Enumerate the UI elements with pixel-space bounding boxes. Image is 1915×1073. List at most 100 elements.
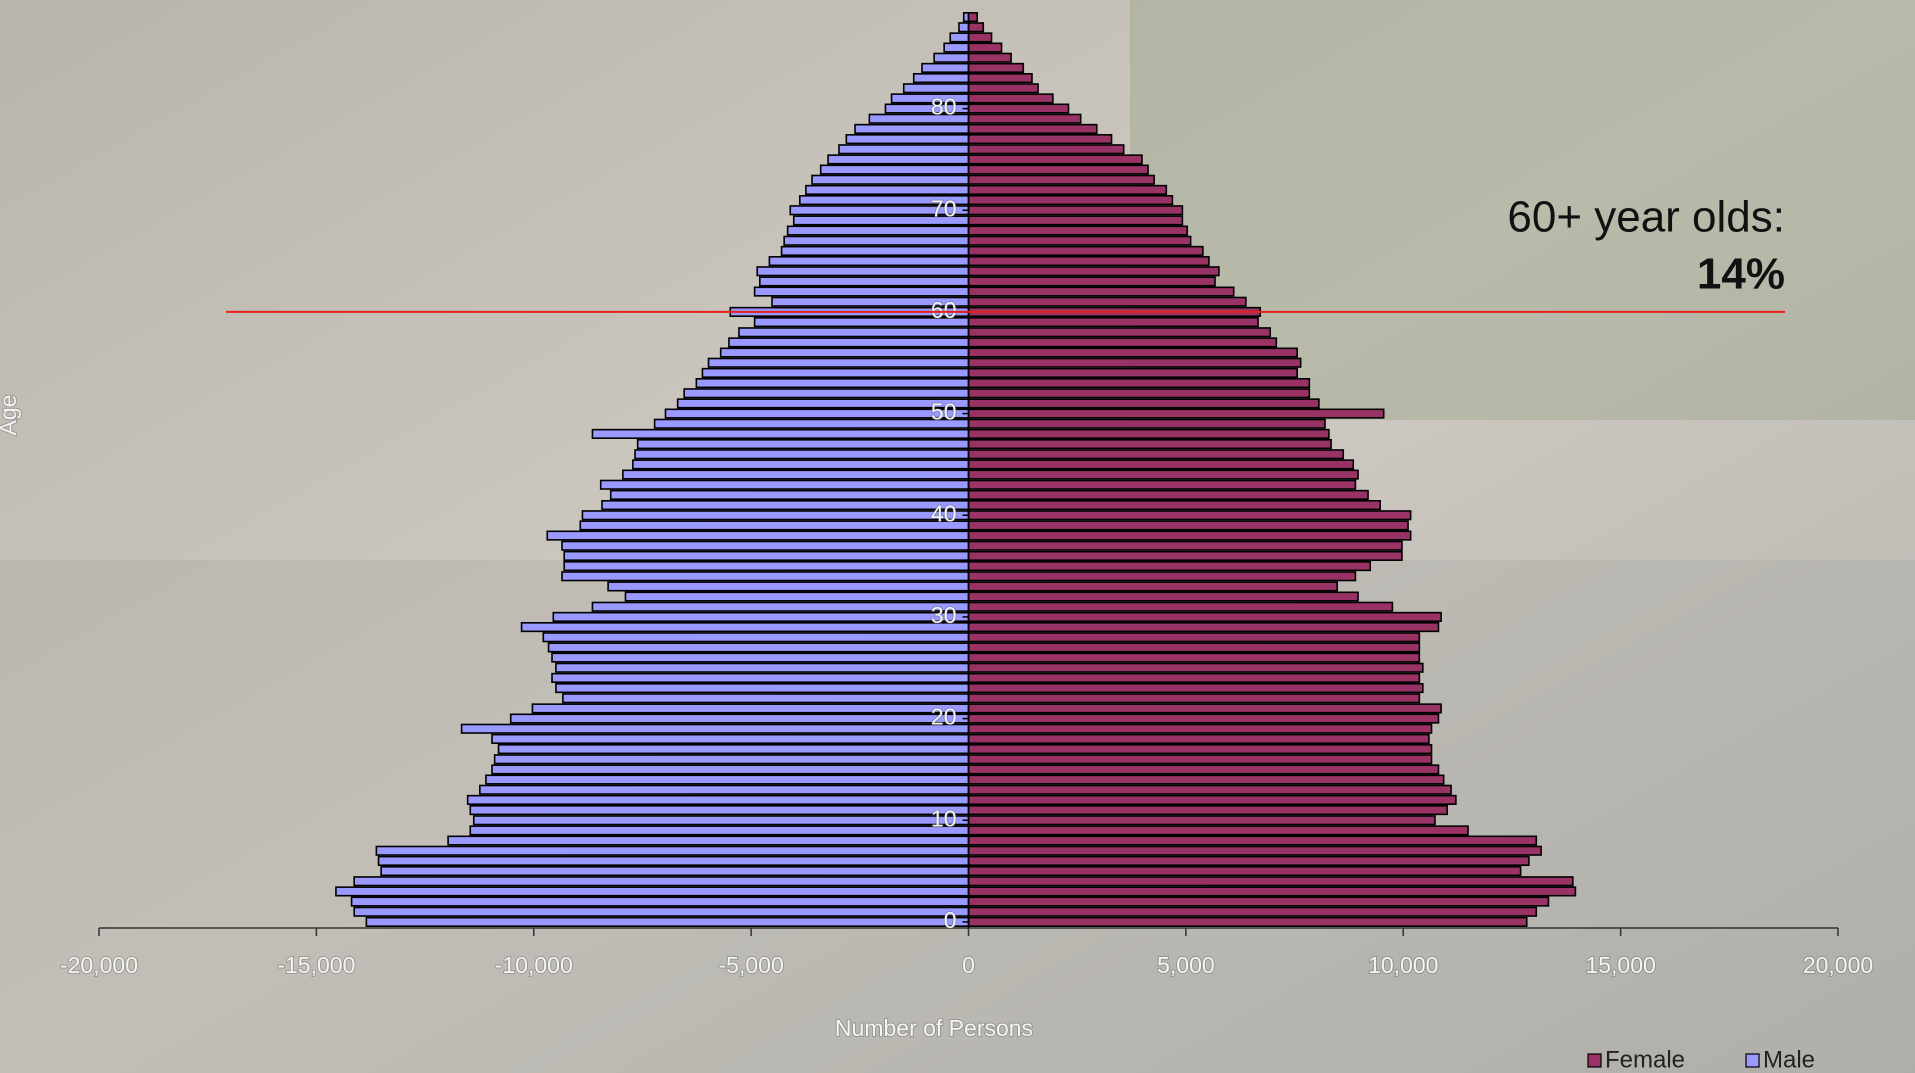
bar: [969, 114, 1081, 123]
bar: [602, 501, 968, 510]
bar: [969, 765, 1439, 774]
bar: [969, 196, 1173, 205]
bar: [582, 511, 968, 520]
x-axis-title: Number of Persons: [835, 1015, 1033, 1041]
bar: [709, 358, 969, 367]
bar: [839, 145, 969, 154]
x-tick-label: 15,000: [1585, 952, 1655, 978]
bar: [969, 572, 1356, 581]
bar: [969, 226, 1188, 235]
y-tick-label: 80: [931, 94, 957, 120]
bar: [562, 541, 968, 550]
bar: [969, 735, 1429, 744]
bar: [564, 552, 968, 561]
bar: [969, 724, 1432, 733]
y-tick-label: 20: [931, 704, 957, 730]
x-tick-label: 20,000: [1803, 952, 1873, 978]
bar: [969, 816, 1435, 825]
bar: [969, 206, 1183, 215]
bar: [969, 64, 1024, 73]
bar: [336, 887, 969, 896]
bar: [969, 836, 1537, 845]
bar: [969, 135, 1112, 144]
bar: [511, 714, 969, 723]
bar: [969, 877, 1573, 886]
bar: [625, 592, 968, 601]
bar: [592, 430, 968, 439]
bar: [969, 186, 1167, 195]
bar: [611, 491, 969, 500]
bar: [969, 602, 1393, 611]
bar: [352, 897, 969, 906]
bar: [969, 623, 1439, 632]
bar: [480, 785, 969, 794]
bar: [721, 348, 969, 357]
bar: [592, 602, 968, 611]
y-axis-title: Age: [0, 395, 21, 436]
bar: [969, 867, 1521, 876]
bar: [969, 592, 1359, 601]
bar: [354, 907, 968, 916]
bar: [381, 867, 968, 876]
bar: [376, 846, 968, 855]
bar: [969, 165, 1149, 174]
bar: [354, 877, 968, 886]
bar: [696, 379, 968, 388]
bar: [969, 23, 984, 32]
bar: [812, 175, 969, 184]
bar: [969, 521, 1409, 530]
bar: [969, 348, 1298, 357]
bar: [969, 613, 1442, 622]
bar: [969, 145, 1124, 154]
bar: [950, 33, 968, 42]
bar: [470, 806, 968, 815]
bar: [969, 419, 1325, 428]
bar: [969, 470, 1359, 479]
bar: [969, 663, 1423, 672]
bar: [601, 480, 969, 489]
bar: [969, 745, 1432, 754]
bar: [552, 674, 968, 683]
legend-label: Female: [1605, 1046, 1685, 1073]
bar: [549, 643, 969, 652]
bar: [969, 826, 1469, 835]
bar: [757, 267, 968, 276]
bar: [969, 389, 1310, 398]
bar: [944, 43, 968, 52]
bar: [468, 796, 969, 805]
bar: [969, 582, 1338, 591]
bar: [729, 338, 969, 347]
bar: [755, 287, 969, 296]
bar: [969, 897, 1549, 906]
bar: [563, 694, 969, 703]
bar: [969, 287, 1234, 296]
bar: [969, 694, 1420, 703]
bar: [379, 857, 969, 866]
bar: [782, 247, 969, 256]
bar: [969, 785, 1452, 794]
annotation-text: 60+ year olds:: [1507, 193, 1785, 242]
bar: [969, 338, 1277, 347]
y-tick-label: 70: [931, 195, 957, 221]
x-tick-label: 5,000: [1157, 952, 1215, 978]
bar: [969, 440, 1332, 449]
bar: [580, 521, 968, 530]
bar: [806, 186, 969, 195]
bar: [969, 369, 1298, 378]
bar: [969, 328, 1271, 337]
bar: [969, 918, 1527, 927]
x-tick-label: -20,000: [60, 952, 138, 978]
bar: [969, 684, 1423, 693]
bar: [448, 836, 968, 845]
bar: [969, 531, 1411, 540]
bar: [821, 165, 969, 174]
bar: [969, 775, 1444, 784]
bar: [904, 84, 969, 93]
x-tick-label: -5,000: [719, 952, 784, 978]
bar: [969, 501, 1381, 510]
legend-swatch: [1588, 1054, 1601, 1067]
bar: [623, 470, 969, 479]
x-tick-label: 0: [962, 952, 975, 978]
bar: [969, 84, 1039, 93]
bar: [914, 74, 969, 83]
